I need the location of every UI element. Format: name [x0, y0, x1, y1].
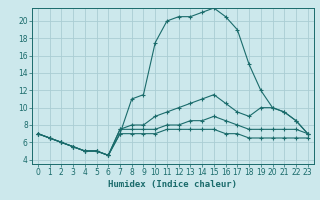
X-axis label: Humidex (Indice chaleur): Humidex (Indice chaleur): [108, 180, 237, 189]
